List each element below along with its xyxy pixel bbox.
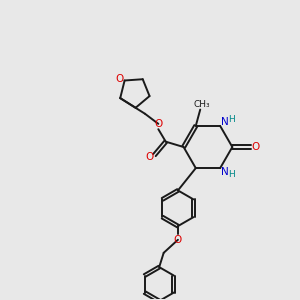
Text: O: O (251, 142, 260, 152)
Text: CH₃: CH₃ (194, 100, 210, 109)
Text: N: N (221, 117, 229, 128)
Text: H: H (228, 115, 235, 124)
Text: N: N (221, 167, 229, 177)
Text: O: O (146, 152, 154, 162)
Text: H: H (228, 170, 235, 179)
Text: O: O (154, 119, 162, 129)
Text: O: O (115, 74, 123, 84)
Text: O: O (174, 235, 182, 245)
